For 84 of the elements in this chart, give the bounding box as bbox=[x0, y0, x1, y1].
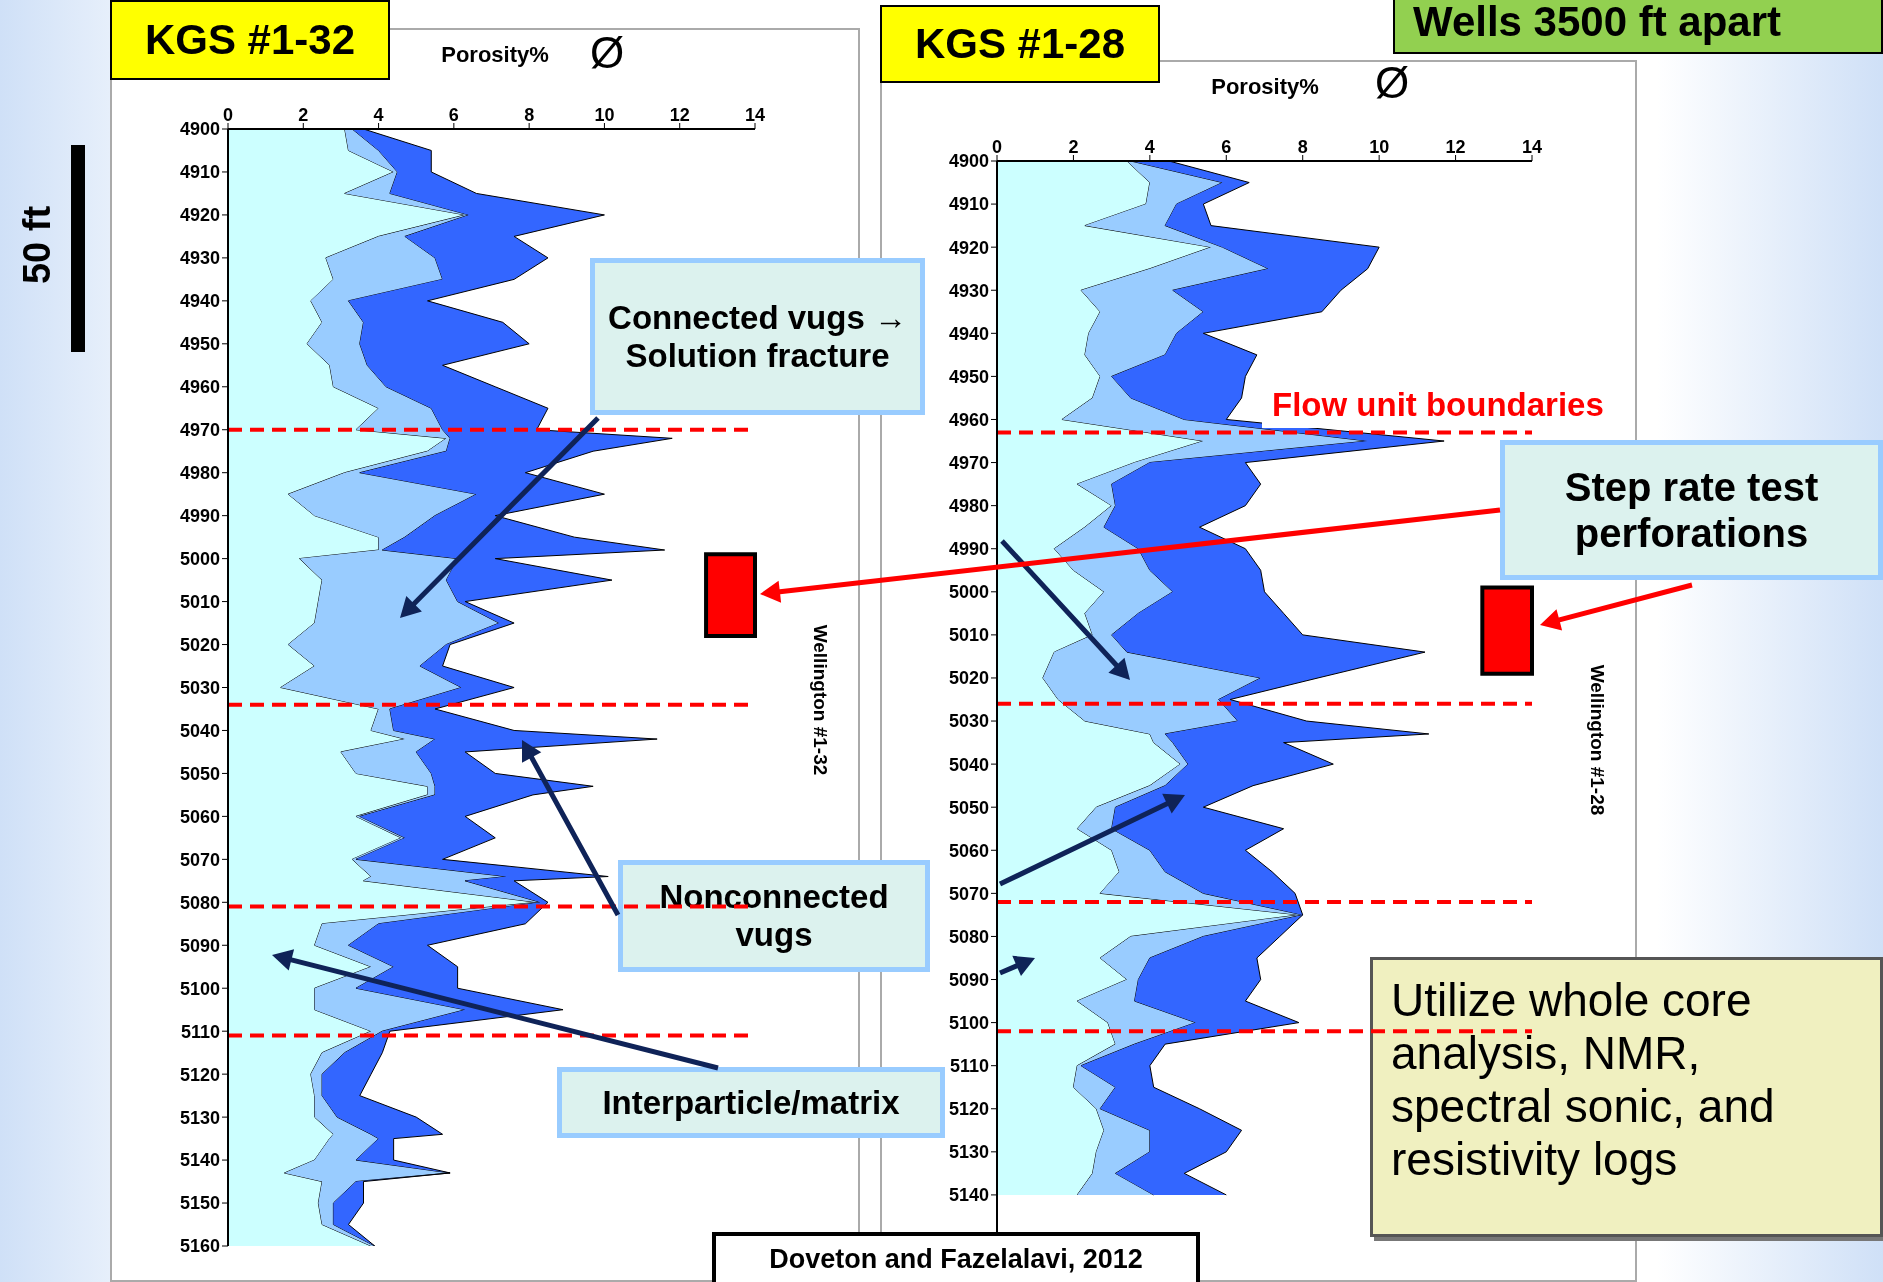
x-tick-label: 8 bbox=[1297, 137, 1308, 157]
y-tick-label: 4930 bbox=[948, 280, 989, 301]
callout-box: Step rate test perforations bbox=[1500, 440, 1883, 580]
x-tick-label: 0 bbox=[222, 105, 234, 125]
y-tick-label: 5100 bbox=[179, 978, 220, 999]
x-tick-label: 14 bbox=[1521, 137, 1543, 157]
y-tick-label: 4990 bbox=[948, 539, 989, 560]
y-tick-label: 4960 bbox=[179, 377, 220, 398]
x-tick-label: 10 bbox=[1369, 137, 1390, 157]
y-tick-label: 5110 bbox=[180, 1021, 220, 1042]
ref-line-label: Flow unit boundaries bbox=[1262, 382, 1614, 428]
y-tick-label: 5070 bbox=[948, 883, 989, 904]
y-tick-label: 5120 bbox=[179, 1064, 220, 1085]
y-tick-label: 5020 bbox=[179, 634, 220, 655]
y-tick-label: 5070 bbox=[179, 849, 220, 870]
y-tick-label: 5110 bbox=[949, 1056, 989, 1077]
heading-box: Wells 3500 ft apart bbox=[1393, 0, 1883, 54]
y-tick-label: 5090 bbox=[179, 935, 220, 956]
y-tick-label: 5000 bbox=[179, 549, 220, 570]
y-tick-label: 5130 bbox=[948, 1142, 989, 1163]
x-tick-label: 6 bbox=[1221, 137, 1232, 157]
title-box: KGS #1-32 bbox=[110, 0, 390, 80]
y-tick-label: 5090 bbox=[948, 969, 989, 990]
y-tick-label: 5010 bbox=[948, 625, 989, 646]
y-tick-label: 4970 bbox=[179, 420, 220, 441]
y-tick-label: 5080 bbox=[948, 926, 989, 947]
x-tick-label: 4 bbox=[373, 105, 384, 125]
y-tick-label: 5050 bbox=[948, 797, 989, 818]
y-tick-label: 4970 bbox=[948, 452, 989, 473]
x-axis-title: Porosity% bbox=[441, 42, 549, 68]
x-tick-label: 2 bbox=[298, 105, 309, 125]
text: Ø bbox=[1375, 58, 1410, 109]
callout-box: Interparticle/matrix bbox=[557, 1067, 945, 1138]
y-tick-label: 5150 bbox=[179, 1193, 220, 1214]
x-axis-title: Porosity% bbox=[1211, 74, 1319, 100]
y-tick-label: 4950 bbox=[948, 366, 989, 387]
y-tick-label: 5140 bbox=[179, 1150, 220, 1171]
x-tick-label: 14 bbox=[744, 105, 766, 125]
y-tick-label: 5010 bbox=[179, 591, 220, 612]
y-tick-label: 4950 bbox=[179, 334, 220, 355]
y-tick-label: 5020 bbox=[948, 668, 989, 689]
y-tick-label: 4900 bbox=[179, 119, 220, 140]
y-tick-label: 4910 bbox=[948, 194, 989, 215]
x-tick-label: 8 bbox=[524, 105, 535, 125]
x-tick-label: 0 bbox=[991, 137, 1003, 157]
y-tick-label: 5050 bbox=[179, 763, 220, 784]
y-tick-label: 4920 bbox=[179, 205, 220, 226]
y-tick-label: 5030 bbox=[948, 711, 989, 732]
y-tick-label: 4900 bbox=[948, 151, 989, 172]
y-tick-label: 4990 bbox=[179, 506, 220, 527]
y-tick-label: 4960 bbox=[948, 409, 989, 430]
y-tick-label: 5100 bbox=[948, 1012, 989, 1033]
x-tick-label: 4 bbox=[1144, 137, 1155, 157]
x-tick-label: 12 bbox=[669, 105, 690, 125]
callout-box: Connected vugs → Solution fracture bbox=[590, 258, 925, 415]
y-tick-label: 5120 bbox=[948, 1099, 989, 1120]
y-tick-label: 5060 bbox=[179, 806, 220, 827]
y-tick-label: 5160 bbox=[179, 1236, 220, 1257]
text: Wellington #1-32 bbox=[809, 624, 831, 776]
y-tick-label: 4940 bbox=[179, 291, 220, 312]
text: 50 ft bbox=[16, 205, 60, 285]
y-tick-label: 4980 bbox=[179, 463, 220, 484]
x-tick-label: 6 bbox=[448, 105, 459, 125]
y-tick-label: 5040 bbox=[179, 720, 220, 741]
x-tick-label: 12 bbox=[1445, 137, 1466, 157]
y-tick-label: 5040 bbox=[948, 754, 989, 775]
y-tick-label: 4980 bbox=[948, 496, 989, 517]
text: Ø bbox=[590, 28, 625, 79]
y-tick-label: 5080 bbox=[179, 892, 220, 913]
y-tick-label: 4920 bbox=[948, 237, 989, 258]
x-tick-label: 10 bbox=[594, 105, 615, 125]
title-box: KGS #1-28 bbox=[880, 5, 1160, 83]
citation-box: Doveton and Fazelalavi, 2012 bbox=[712, 1232, 1200, 1282]
callout-box: Nonconnected vugs bbox=[618, 860, 930, 972]
y-tick-label: 5130 bbox=[179, 1107, 220, 1128]
x-tick-label: 2 bbox=[1068, 137, 1079, 157]
y-tick-label: 5030 bbox=[179, 677, 220, 698]
y-tick-label: 4910 bbox=[179, 162, 220, 183]
y-tick-label: 4940 bbox=[948, 323, 989, 344]
y-tick-label: 4930 bbox=[179, 248, 220, 269]
text: Wellington #1-28 bbox=[1586, 664, 1608, 816]
y-tick-label: 5140 bbox=[948, 1185, 989, 1206]
y-tick-label: 5060 bbox=[948, 840, 989, 861]
y-tick-label: 5000 bbox=[948, 582, 989, 603]
